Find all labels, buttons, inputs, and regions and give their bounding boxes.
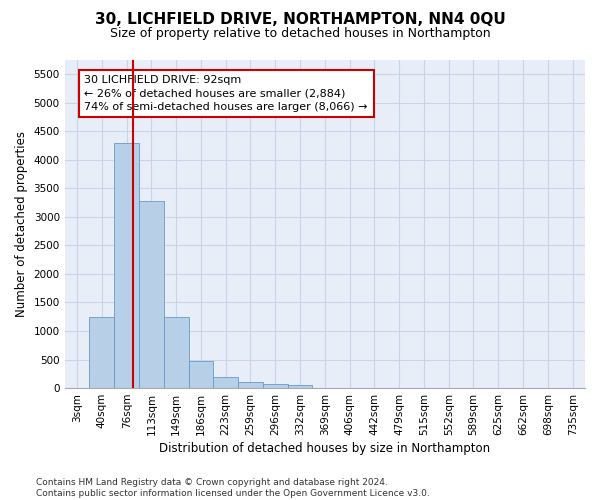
Bar <box>89 317 114 388</box>
Bar <box>139 201 164 388</box>
Text: 30, LICHFIELD DRIVE, NORTHAMPTON, NN4 0QU: 30, LICHFIELD DRIVE, NORTHAMPTON, NN4 0Q… <box>95 12 505 28</box>
Bar <box>188 362 214 388</box>
Text: Contains HM Land Registry data © Crown copyright and database right 2024.
Contai: Contains HM Land Registry data © Crown c… <box>36 478 430 498</box>
Text: Size of property relative to detached houses in Northampton: Size of property relative to detached ho… <box>110 28 490 40</box>
Bar <box>214 376 238 388</box>
X-axis label: Distribution of detached houses by size in Northampton: Distribution of detached houses by size … <box>159 442 490 455</box>
Y-axis label: Number of detached properties: Number of detached properties <box>15 131 28 317</box>
Bar <box>114 142 139 388</box>
Bar <box>164 317 188 388</box>
Text: 30 LICHFIELD DRIVE: 92sqm
← 26% of detached houses are smaller (2,884)
74% of se: 30 LICHFIELD DRIVE: 92sqm ← 26% of detac… <box>85 76 368 112</box>
Bar <box>287 385 313 388</box>
Bar <box>238 382 263 388</box>
Bar <box>263 384 287 388</box>
